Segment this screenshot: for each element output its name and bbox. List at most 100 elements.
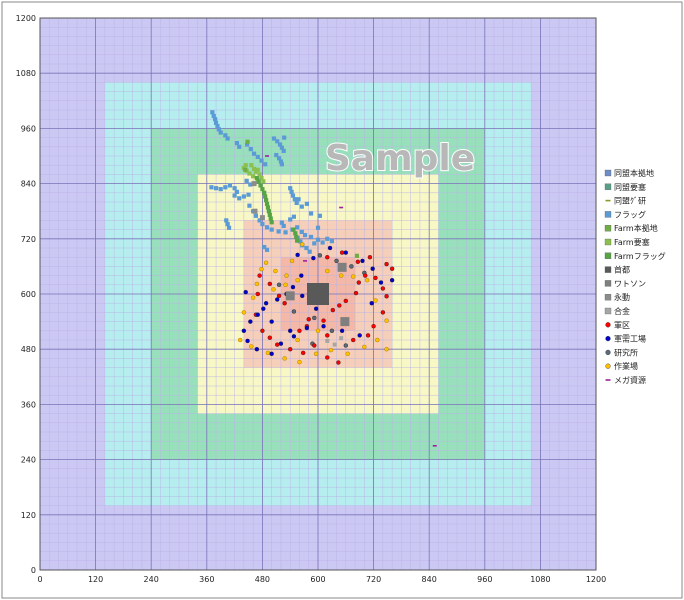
legend-swatch: [605, 349, 611, 356]
data-point: [224, 218, 229, 223]
data-point: [248, 182, 253, 187]
data-point: [384, 294, 389, 299]
data-marks: [209, 110, 437, 447]
data-point: [317, 253, 323, 258]
legend-swatch: [604, 266, 612, 273]
data-point: [265, 350, 271, 356]
legend-item: 軍需工場: [605, 334, 646, 344]
data-point: [298, 239, 303, 244]
data-point: [261, 306, 266, 311]
data-point: [375, 337, 380, 343]
data-point: [292, 197, 297, 202]
data-point: [271, 136, 277, 141]
legend-label: 合金: [614, 306, 630, 316]
data-point: [325, 355, 330, 360]
data-point: [261, 179, 266, 184]
data-point: [241, 310, 247, 315]
y-tick-label: 240: [21, 456, 36, 465]
data-point: [241, 328, 247, 333]
data-point: [251, 174, 256, 179]
data-point: [351, 337, 356, 343]
data-point: [291, 309, 297, 314]
data-point: [265, 155, 270, 157]
data-point: [282, 135, 287, 140]
data-point: [296, 197, 301, 202]
data-point: [370, 266, 375, 271]
data-point: [279, 220, 284, 225]
data-point: [315, 328, 321, 333]
legend-item: 首都: [604, 265, 630, 275]
data-point: [256, 179, 261, 184]
data-point: [357, 333, 362, 338]
data-point: [334, 258, 339, 264]
x-tick-label: 0: [37, 575, 42, 584]
data-point: [245, 142, 250, 147]
data-point: [249, 344, 254, 349]
data-point: [339, 250, 345, 255]
data-point: [259, 158, 264, 163]
data-point: [245, 338, 250, 344]
data-point: [349, 264, 354, 269]
series-group: [253, 250, 395, 365]
data-point: [283, 230, 288, 235]
data-point: [276, 293, 282, 299]
data-point: [248, 319, 253, 324]
legend-item: 同盟本拠地: [604, 168, 654, 178]
data-point: [339, 336, 344, 341]
y-tick-label: 1080: [16, 69, 36, 78]
legend-label: Farmフラッグ: [614, 251, 666, 261]
data-point: [337, 262, 347, 272]
data-point: [262, 190, 267, 195]
legend-swatch: [605, 199, 611, 202]
data-point: [281, 223, 286, 229]
x-tick-label: 360: [199, 575, 214, 584]
data-point: [251, 166, 257, 171]
data-point: [225, 136, 230, 141]
legend-label: メガ資源: [614, 375, 646, 385]
data-point: [299, 273, 304, 278]
data-point: [291, 214, 297, 219]
legend-label: 同盟要塞: [614, 182, 646, 192]
plot-area-border: [39, 17, 597, 571]
legend-item: Farmフラッグ: [604, 251, 666, 261]
x-tick-label: 120: [88, 575, 103, 584]
legend-label: フラッグ: [614, 209, 646, 219]
data-point: [351, 274, 356, 279]
data-point: [278, 341, 284, 346]
data-point: [251, 151, 257, 156]
data-point: [373, 275, 378, 281]
major-gridlines: [39, 17, 597, 571]
data-point: [243, 289, 248, 295]
series-group: [241, 245, 395, 356]
data-point: [291, 227, 296, 232]
data-point: [254, 347, 260, 352]
data-point: [389, 278, 395, 283]
data-point: [213, 117, 218, 122]
data-point: [312, 315, 317, 321]
data-point: [213, 186, 219, 191]
data-point: [210, 110, 215, 115]
legend-label: Farm本拠地: [614, 223, 658, 233]
series-group: [325, 336, 344, 347]
legend-swatch: [604, 225, 612, 232]
data-point: [321, 318, 326, 323]
series-group: [307, 283, 329, 305]
data-point: [264, 225, 270, 230]
x-tick-label: 720: [366, 575, 381, 584]
data-point: [253, 213, 259, 218]
data-point: [295, 278, 300, 283]
x-tick-label: 600: [310, 575, 325, 584]
data-point: [354, 253, 360, 258]
data-point: [243, 163, 248, 168]
y-tick-label: 840: [21, 180, 36, 189]
data-point: [337, 303, 342, 308]
data-point: [269, 220, 274, 225]
data-point: [213, 120, 219, 125]
data-point: [211, 113, 216, 119]
data-point: [304, 245, 309, 251]
data-point: [380, 310, 386, 315]
data-point: [313, 306, 319, 311]
data-point: [284, 273, 289, 278]
data-point: [299, 229, 304, 234]
